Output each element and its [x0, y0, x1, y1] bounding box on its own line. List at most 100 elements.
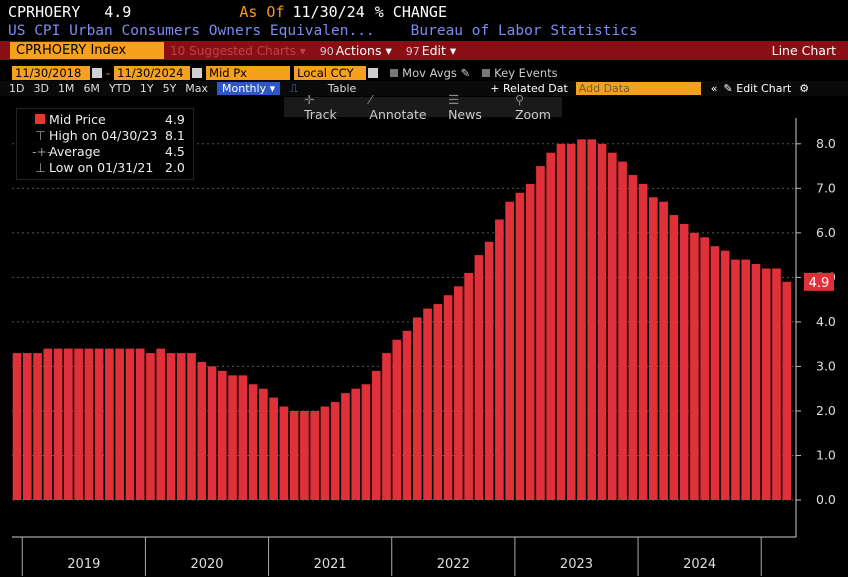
currency-select[interactable]: Local CCY	[294, 65, 367, 80]
legend-mid: Mid Price 4.9	[17, 111, 193, 127]
bar	[638, 183, 648, 500]
bar	[207, 366, 217, 500]
bar	[330, 402, 340, 500]
period-3d[interactable]: 3D	[33, 82, 49, 95]
x-tick-label: 2022	[437, 557, 470, 572]
bar	[43, 348, 53, 500]
table-toggle[interactable]: Table	[327, 82, 357, 95]
bar	[587, 139, 597, 500]
zoom-tool[interactable]: ⚲ Zoom	[514, 92, 551, 122]
period-ytd[interactable]: YTD	[108, 82, 131, 95]
bar	[146, 353, 155, 500]
chart-icon[interactable]: ⎍	[290, 81, 298, 95]
bar	[536, 166, 545, 501]
period-1d[interactable]: 1D	[9, 82, 25, 95]
start-date-field[interactable]: 11/30/2018	[12, 65, 90, 80]
period-bar: 1D 3D 1M 6M YTD 1Y 5Y Max Monthly ▾ ⎍ Table + Re…	[0, 81, 848, 96]
edit-menu[interactable]: 97 Edit ▾	[405, 43, 457, 58]
high-marker-icon: ⊤	[35, 127, 46, 143]
annotate-tool[interactable]: ⁄ Annotate	[369, 92, 427, 122]
bar	[649, 197, 658, 500]
y-tick-label: 5.0	[816, 269, 836, 284]
chart-gridlines	[12, 143, 796, 501]
legend-low: ⊥ Low on 01/31/21 2.0	[35, 159, 185, 175]
bar	[12, 353, 22, 500]
x-tick-label: 2021	[314, 557, 347, 572]
end-date-field[interactable]: 11/30/2024	[114, 65, 191, 80]
x-tick-label: 2019	[67, 557, 100, 572]
news-tool[interactable]: ☰ News	[448, 92, 482, 122]
period-1m[interactable]: 1M	[57, 82, 75, 95]
bar	[402, 330, 412, 500]
bar	[659, 201, 668, 500]
change-mode: % CHANGE	[374, 3, 447, 21]
actions-menu[interactable]: 90 Actions ▾	[319, 43, 392, 58]
bar	[382, 353, 391, 500]
gear-icon[interactable]: ⚙	[799, 82, 810, 95]
dropdown-icon[interactable]	[368, 67, 379, 78]
bar	[94, 348, 104, 500]
related-data-button[interactable]: + Related Dat	[490, 82, 568, 95]
bar	[484, 241, 494, 500]
bar	[341, 393, 350, 500]
magnifier-icon: ⚲	[514, 92, 525, 107]
bar	[443, 295, 453, 500]
ticker-symbol: CPRHOERY	[8, 3, 81, 21]
mov-avgs-toggle[interactable]: Mov Avgs ✎	[390, 66, 470, 80]
bar	[751, 264, 761, 500]
price-field-select[interactable]: Mid Px	[206, 65, 291, 80]
bar	[115, 348, 124, 500]
frequency-select[interactable]: Monthly ▾	[217, 82, 281, 95]
period-6m[interactable]: 6M	[83, 82, 100, 95]
series-swatch	[35, 114, 45, 124]
y-tick-label: 0.0	[816, 492, 836, 507]
bar	[105, 348, 114, 500]
security-description: US CPI Urban Consumers Owners Equivalen.…	[8, 23, 375, 39]
y-tick-label: 8.0	[816, 136, 836, 151]
period-5y[interactable]: 5Y	[162, 82, 177, 95]
bar	[474, 255, 484, 500]
news-icon: ☰	[448, 92, 460, 107]
bar	[371, 370, 381, 500]
edit-chart-button[interactable]: ✎ Edit Chart	[723, 82, 792, 95]
y-tick-label: 1.0	[816, 447, 836, 462]
bar	[269, 397, 278, 500]
bar	[289, 410, 299, 500]
bar	[761, 268, 771, 500]
bar	[566, 143, 576, 501]
bar	[279, 406, 289, 500]
bar	[772, 268, 781, 500]
period-1y[interactable]: 1Y	[139, 82, 154, 95]
bar	[495, 219, 504, 500]
track-tool[interactable]: ✛ Track	[304, 92, 337, 122]
collapse-icon[interactable]: «	[710, 82, 718, 95]
bar	[197, 361, 207, 500]
suggested-charts-menu[interactable]: 10 Suggested Charts ▾	[170, 43, 306, 58]
legend-average: -+- Average 4.5	[32, 143, 185, 159]
bar	[546, 152, 556, 500]
bar	[690, 232, 699, 500]
period-max[interactable]: Max	[185, 82, 209, 95]
bar	[228, 375, 237, 500]
calendar-icon[interactable]	[192, 67, 203, 78]
bar	[720, 250, 730, 500]
bar	[238, 375, 248, 500]
bar	[556, 143, 566, 501]
key-events-toggle[interactable]: Key Events	[482, 66, 558, 80]
as-of-label: As Of	[239, 3, 285, 21]
calendar-icon[interactable]	[92, 67, 102, 78]
chart-type-label[interactable]: Line Chart	[771, 43, 836, 58]
x-axis: 2019 2020 2021 2022 2023 2024	[12, 536, 796, 576]
bar	[628, 174, 638, 500]
bar	[454, 286, 463, 500]
checkbox-icon	[390, 69, 399, 77]
bar	[259, 388, 268, 500]
checkbox-icon	[482, 69, 491, 77]
bar	[577, 139, 586, 500]
bar	[423, 308, 432, 500]
security-input[interactable]: CPRHOERY Index	[10, 42, 164, 59]
bar	[669, 215, 679, 501]
add-data-input[interactable]: Add Data	[575, 82, 701, 95]
bar	[392, 339, 402, 500]
bar	[505, 201, 514, 500]
